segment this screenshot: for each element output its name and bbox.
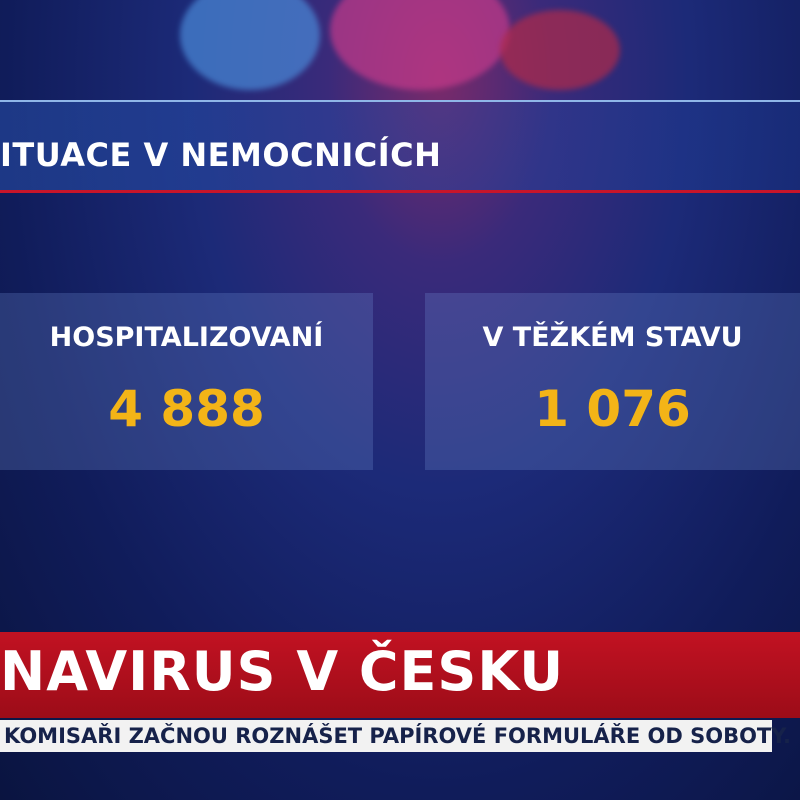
virus-graphic bbox=[330, 0, 510, 90]
headline: NAVIRUS V ČESKU bbox=[0, 640, 565, 703]
stat-card bbox=[0, 293, 373, 470]
virus-graphic bbox=[500, 10, 620, 90]
stat-label: V TĚŽKÉM STAVU bbox=[482, 322, 743, 353]
header-band bbox=[0, 100, 800, 193]
stat-label: HOSPITALIZOVANÍ bbox=[49, 322, 324, 353]
ticker-text: KOMISAŘI ZAČNOU ROZNÁŠET PAPÍROVÉ FORMUL… bbox=[4, 724, 791, 748]
virus-graphic bbox=[180, 0, 320, 90]
stat-value: 4 888 bbox=[108, 380, 265, 438]
stat-card bbox=[425, 293, 800, 470]
stat-value: 1 076 bbox=[534, 380, 691, 438]
headline-banner bbox=[0, 632, 800, 718]
ticker-bar bbox=[0, 720, 772, 752]
section-title: ITUACE V NEMOCNICÍCH bbox=[0, 136, 442, 174]
